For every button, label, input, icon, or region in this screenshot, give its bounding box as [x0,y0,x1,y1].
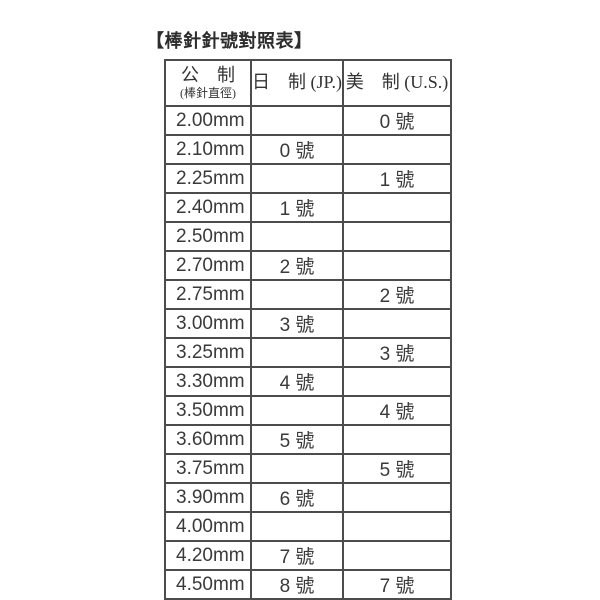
table-row: 3.75mm 5 號 [164,453,453,484]
metric-size-cell: 4.00mm [164,511,252,542]
us-size-cell: 5 號 [342,453,453,484]
header-metric: 公 制 (棒針直徑) [164,59,252,107]
metric-size-cell: 3.00mm [164,308,252,339]
table-row: 3.00mm 3 號 [164,308,453,339]
table-row: 3.25mm 3 號 [164,337,453,368]
us-size-cell [342,540,453,571]
metric-size-cell: 3.25mm [164,337,252,368]
needle-size-conversion-table: 公 制 (棒針直徑) 日 制 (JP.) 美 制 (U.S.) 2.00mm 0… [164,59,453,600]
metric-size-cell: 3.30mm [164,366,252,397]
us-size-cell [342,511,453,542]
jp-size-cell [249,279,345,310]
jp-size-cell: 0 號 [249,134,345,165]
table-body: 2.00mm 0 號 2.10mm 0 號 2.25mm 1 號 2.40mm … [164,105,453,600]
metric-size-cell: 2.10mm [164,134,252,165]
us-size-cell [342,192,453,223]
metric-size-cell: 3.50mm [164,395,252,426]
us-size-cell: 2 號 [342,279,453,310]
table-row: 2.50mm [164,221,453,252]
table-row: 2.75mm 2 號 [164,279,453,310]
jp-size-cell: 6 號 [249,482,345,513]
table-header: 公 制 (棒針直徑) 日 制 (JP.) 美 制 (U.S.) [164,59,453,107]
jp-size-cell [249,511,345,542]
table-row: 3.30mm 4 號 [164,366,453,397]
metric-size-cell: 4.50mm [164,569,252,600]
us-size-cell [342,308,453,339]
table-row: 4.50mm 8 號 7 號 [164,569,453,600]
us-size-cell [342,221,453,252]
us-size-cell [342,134,453,165]
us-size-cell [342,482,453,513]
us-size-cell [342,424,453,455]
table-row: 4.20mm 7 號 [164,540,453,571]
us-size-cell: 7 號 [342,569,453,600]
table-row: 4.00mm [164,511,453,542]
table-row: 2.00mm 0 號 [164,105,453,136]
table-row: 3.90mm 6 號 [164,482,453,513]
metric-size-cell: 2.50mm [164,221,252,252]
metric-size-cell: 3.60mm [164,424,252,455]
metric-size-cell: 2.25mm [164,163,252,194]
table-row: 2.10mm 0 號 [164,134,453,165]
table-row: 2.70mm 2 號 [164,250,453,281]
jp-size-cell [249,163,345,194]
header-row: 公 制 (棒針直徑) 日 制 (JP.) 美 制 (U.S.) [164,59,453,107]
jp-size-cell [249,105,345,136]
table-row: 3.60mm 5 號 [164,424,453,455]
jp-size-cell [249,453,345,484]
jp-size-cell [249,337,345,368]
metric-size-cell: 2.70mm [164,250,252,281]
page-title: 【棒針針號對照表】 [146,31,313,51]
metric-size-cell: 3.75mm [164,453,252,484]
jp-size-cell: 1 號 [249,192,345,223]
us-size-cell: 1 號 [342,163,453,194]
jp-size-cell: 4 號 [249,366,345,397]
us-size-cell [342,366,453,397]
jp-size-cell: 7 號 [249,540,345,571]
header-metric-sub: (棒針直徑) [180,85,236,100]
us-size-cell: 3 號 [342,337,453,368]
metric-size-cell: 2.40mm [164,192,252,223]
header-us: 美 制 (U.S.) [342,59,453,107]
us-size-cell [342,250,453,281]
table-row: 3.50mm 4 號 [164,395,453,426]
table-row: 2.40mm 1 號 [164,192,453,223]
jp-size-cell: 2 號 [249,250,345,281]
jp-size-cell [249,395,345,426]
header-jp: 日 制 (JP.) [249,59,345,107]
metric-size-cell: 2.75mm [164,279,252,310]
header-metric-main: 公 制 [181,65,235,85]
jp-size-cell: 8 號 [249,569,345,600]
jp-size-cell: 3 號 [249,308,345,339]
jp-size-cell [249,221,345,252]
jp-size-cell: 5 號 [249,424,345,455]
metric-size-cell: 2.00mm [164,105,252,136]
metric-size-cell: 3.90mm [164,482,252,513]
metric-size-cell: 4.20mm [164,540,252,571]
table-row: 2.25mm 1 號 [164,163,453,194]
us-size-cell: 0 號 [342,105,453,136]
us-size-cell: 4 號 [342,395,453,426]
